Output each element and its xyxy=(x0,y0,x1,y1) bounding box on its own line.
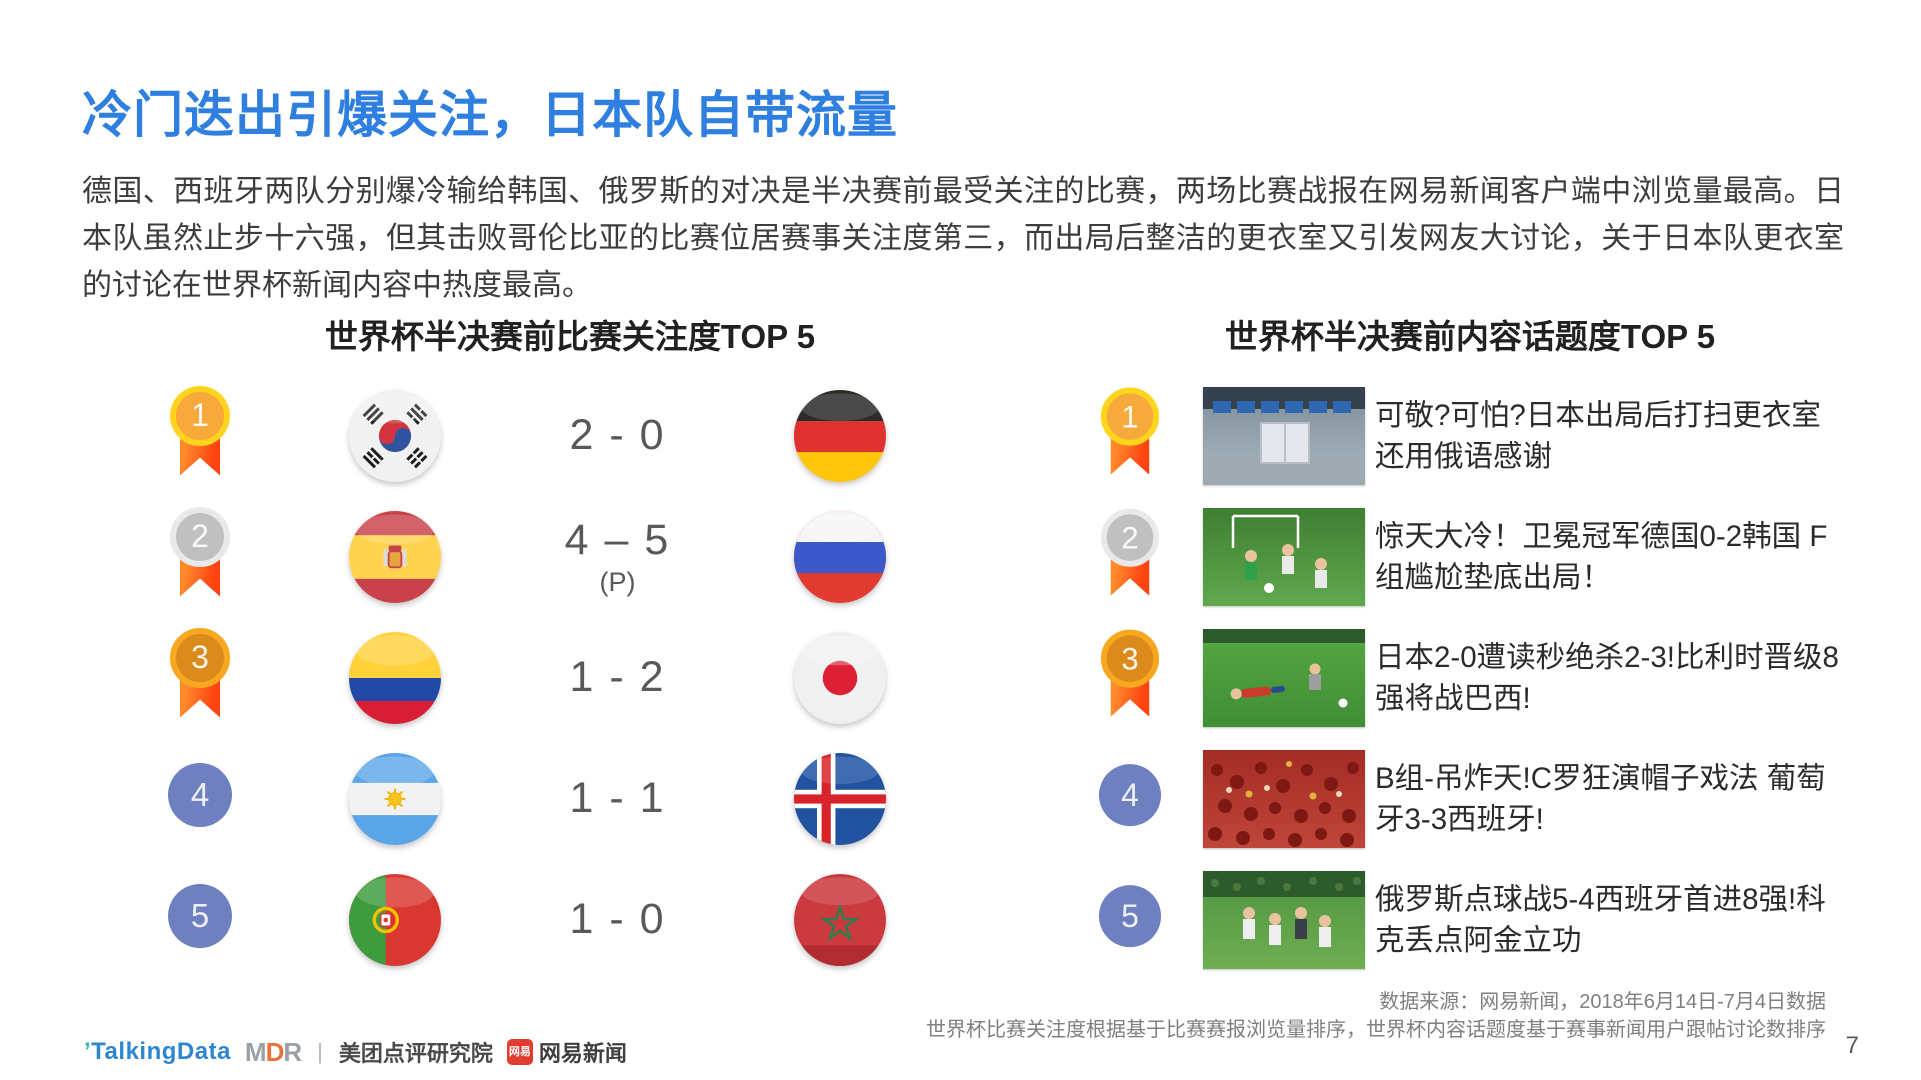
germany-korea-match-photo xyxy=(1203,507,1365,606)
rank-number: 1 xyxy=(170,385,230,446)
iceland-flag-icon xyxy=(794,753,886,845)
news-row: 1 可敬?可怕?日本出局后打扫更衣室 还用俄语感谢 xyxy=(1095,375,1865,496)
russia-flag-icon xyxy=(794,511,886,603)
rank-medal-gold: 1 xyxy=(165,385,235,486)
rank-badge-plain: 4 xyxy=(1096,750,1164,847)
score-cell: 1 - 2 xyxy=(569,653,665,702)
match-score: 1 - 0 xyxy=(569,895,666,943)
russia-celebration-photo xyxy=(1203,870,1365,969)
rank-medal-silver: 2 xyxy=(165,506,235,607)
news-row: 5 俄罗斯点球战5-4西班牙首进8强!科克丢点阿金立功 xyxy=(1095,859,1865,980)
penalty-note: (P) xyxy=(599,566,636,597)
news-headline: 惊天大冷！卫冕冠军德国0-2韩国 F组尴尬垫底出局！ xyxy=(1375,519,1828,594)
japan-locker-room-photo xyxy=(1203,386,1365,485)
rank-medal-bronze: 3 xyxy=(1096,629,1164,726)
rank-number: 5 xyxy=(168,883,232,948)
match-row: 4 1 - 1 xyxy=(150,738,990,859)
match-score: 2 - 0 xyxy=(569,411,666,459)
rank-badge-plain: 5 xyxy=(1096,871,1164,968)
netease-news-logo: 网易 网易新闻 xyxy=(506,1039,627,1066)
rank-number: 2 xyxy=(1100,508,1160,567)
talkingdata-logo: ’TalkingData xyxy=(84,1038,231,1065)
rank-number: 5 xyxy=(1098,884,1162,947)
rank-number: 3 xyxy=(1100,629,1160,688)
page-title: 冷门迭出引爆关注，日本队自带流量 xyxy=(82,87,898,143)
meituan-dianping-institute-logo: 美团点评研究院 xyxy=(338,1041,493,1066)
left-panel-title: 世界杯半决赛前比赛关注度TOP 5 xyxy=(324,318,816,355)
score-cell: 1 - 1 xyxy=(569,774,665,823)
south-korea-flag-icon xyxy=(349,390,441,482)
right-panel-title: 世界杯半决赛前内容话题度TOP 5 xyxy=(1224,318,1716,355)
portugal-flag-icon xyxy=(349,874,441,966)
rank-number: 4 xyxy=(1098,763,1162,826)
match-score: 1 - 2 xyxy=(569,653,666,701)
rank-badge-plain: 4 xyxy=(165,749,235,849)
news-headline: B组-吊炸天!C罗狂演帽子戏法 葡萄牙3-3西班牙! xyxy=(1375,761,1826,836)
spain-flag-icon xyxy=(349,511,441,603)
news-row: 2 惊天大冷！卫冕冠军德国0-2韩国 F组尴尬垫底出局！ xyxy=(1095,496,1865,617)
news-row: 4 B组-吊炸天!C罗狂演帽子戏法 葡萄牙3-3西班牙! xyxy=(1095,738,1865,859)
rank-number: 1 xyxy=(1100,387,1160,446)
ranking-method-note: 世界杯比赛关注度根据基于比赛赛报浏览量排序，世界杯内容话题度基于赛事新闻用户跟帖… xyxy=(926,1019,1826,1041)
news-headline: 可敬?可怕?日本出局后打扫更衣室 还用俄语感谢 xyxy=(1375,398,1821,473)
talkingdata-tick-icon: ’ xyxy=(84,1038,92,1065)
argentina-flag-icon xyxy=(349,753,441,845)
news-headline: 日本2-0遭读秒绝杀2-3!比利时晋级8强将战巴西! xyxy=(1375,640,1839,715)
rank-number: 3 xyxy=(170,627,230,688)
score-cell: 2 - 0 xyxy=(569,411,665,460)
colombia-flag-icon xyxy=(349,632,441,724)
rank-number: 4 xyxy=(168,762,232,827)
match-ranking-panel: 1 2 - 0 2 4 – 5 (P) 3 1 - 2 4 1 - 1 5 1 xyxy=(150,375,990,980)
match-row: 1 2 - 0 xyxy=(150,375,990,496)
score-cell: 1 - 0 xyxy=(569,895,665,944)
footer-logos: ’TalkingData MDR | 美团点评研究院 网易 网易新闻 xyxy=(84,1036,627,1068)
match-row: 5 1 - 0 xyxy=(150,859,990,980)
news-ranking-panel: 1 可敬?可怕?日本出局后打扫更衣室 还用俄语感谢 2 xyxy=(1095,375,1865,980)
mdr-logo: MDR xyxy=(244,1036,302,1067)
rank-number: 2 xyxy=(170,506,230,567)
score-cell: 4 – 5 (P) xyxy=(565,516,671,598)
rank-medal-bronze: 3 xyxy=(165,627,235,728)
japan-flag-icon xyxy=(794,632,886,724)
netease-badge-icon: 网易 xyxy=(506,1039,533,1065)
logo-separator: | xyxy=(317,1039,323,1064)
page-number: 7 xyxy=(1845,1032,1859,1059)
news-row: 3 日本2-0遭读秒绝杀2-3!比利时晋级8强将战巴西! xyxy=(1095,617,1865,738)
japan-belgium-match-photo xyxy=(1203,628,1365,727)
rank-badge-plain: 5 xyxy=(165,870,235,970)
data-source-line: 数据来源：网易新闻，2018年6月14日-7月4日数据 xyxy=(1379,991,1826,1013)
match-score: 1 - 1 xyxy=(569,774,666,822)
news-headline: 俄罗斯点球战5-4西班牙首进8强!科克丢点阿金立功 xyxy=(1375,882,1826,957)
rank-medal-gold: 1 xyxy=(1096,387,1164,484)
body-paragraph: 德国、西班牙两队分别爆冷输给韩国、俄罗斯的对决是半决赛前最受关注的比赛，两场比赛… xyxy=(82,175,1844,302)
portugal-spain-fans-photo xyxy=(1203,749,1365,848)
match-score: 4 – 5 xyxy=(564,515,671,564)
match-row: 3 1 - 2 xyxy=(150,617,990,738)
morocco-flag-icon xyxy=(794,874,886,966)
germany-flag-icon xyxy=(794,390,886,482)
rank-medal-silver: 2 xyxy=(1096,508,1164,605)
match-row: 2 4 – 5 (P) xyxy=(150,496,990,617)
